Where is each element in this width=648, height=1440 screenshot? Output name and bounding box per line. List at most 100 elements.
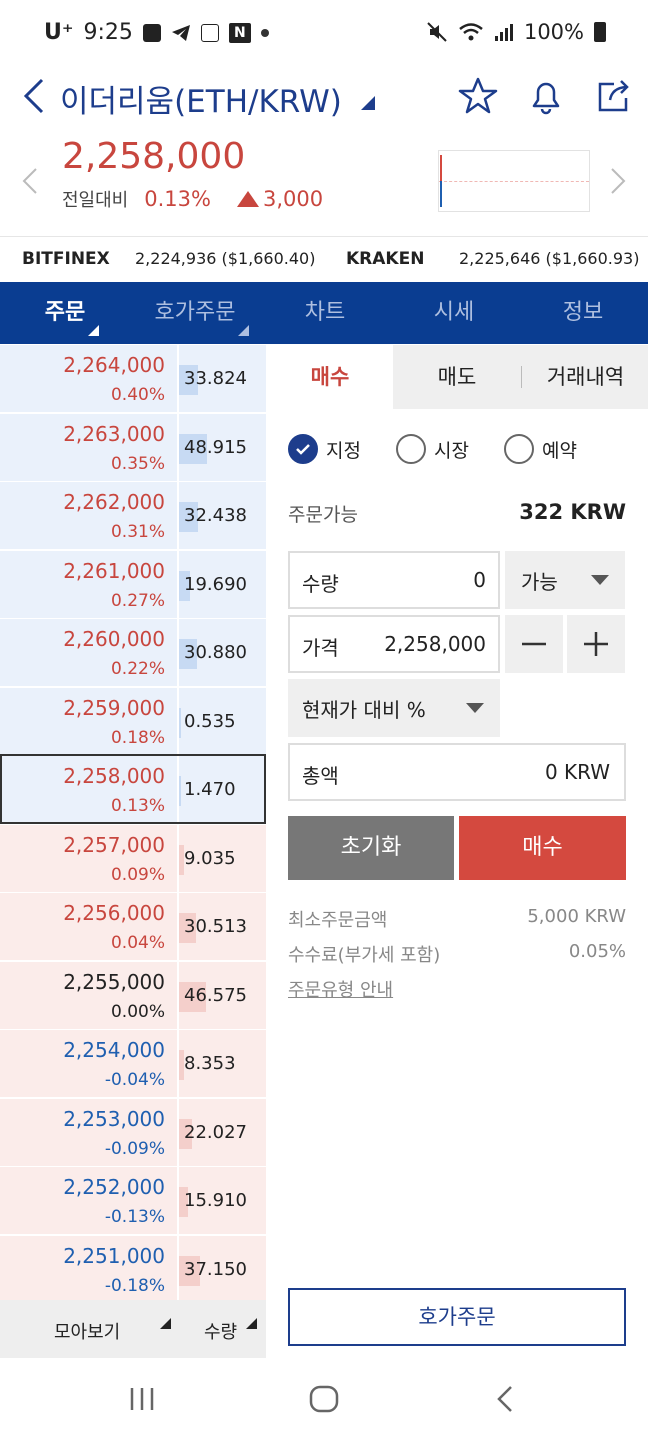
change-amount: 3,000: [262, 187, 324, 211]
qty-cell[interactable]: 15.910: [179, 1167, 266, 1234]
price-minus-button[interactable]: [505, 615, 563, 673]
qty-cell[interactable]: 8.353: [179, 1030, 266, 1097]
bid-row[interactable]: 2,252,000 -0.13% 15.910: [0, 1167, 266, 1235]
next-coin-icon[interactable]: [606, 166, 630, 196]
tab-quotes[interactable]: 시세: [390, 282, 518, 344]
price-cell[interactable]: 2,255,000 0.00%: [0, 962, 177, 1029]
qty-cell[interactable]: 9.035: [179, 825, 266, 892]
radio-market[interactable]: 시장: [396, 434, 469, 464]
bell-icon[interactable]: [526, 76, 566, 116]
quantity-dropdown[interactable]: 가능: [505, 551, 625, 609]
naver-icon: N: [228, 22, 251, 43]
radio-limit[interactable]: 지정: [288, 434, 361, 464]
price-cell[interactable]: 2,253,000 -0.09%: [0, 1099, 177, 1166]
price-cell[interactable]: 2,259,000 0.18%: [0, 688, 177, 755]
qty-cell[interactable]: 22.027: [179, 1099, 266, 1166]
min-order-label: 최소주문금액: [288, 910, 388, 931]
bid-row[interactable]: 2,251,000 -0.18% 37.150: [0, 1236, 266, 1304]
price-plus-button[interactable]: [567, 615, 625, 673]
qty-cell[interactable]: 37.150: [179, 1236, 266, 1303]
row-percent: 0.13%: [110, 796, 165, 816]
ask-row[interactable]: 2,260,000 0.22% 30.880: [0, 619, 266, 687]
home-icon[interactable]: [308, 1384, 340, 1414]
qty-cell[interactable]: 48.915: [179, 414, 266, 481]
qty-cell[interactable]: 30.880: [179, 619, 266, 686]
share-icon[interactable]: [594, 76, 634, 116]
price-cell[interactable]: 2,256,000 0.04%: [0, 893, 177, 960]
row-quantity: 22.027: [184, 1122, 247, 1143]
tab-hoga-order[interactable]: 호가주문: [130, 282, 260, 344]
tab-buy[interactable]: 매수: [267, 345, 393, 409]
price-cell[interactable]: 2,260,000 0.22%: [0, 619, 177, 686]
view-mode-button[interactable]: 모아보기: [54, 1322, 121, 1343]
price-cell[interactable]: 2,258,000 0.13%: [0, 756, 177, 823]
quantity-value: 0: [473, 568, 486, 592]
title-dropdown-icon[interactable]: [361, 96, 375, 110]
row-quantity: 46.575: [184, 985, 247, 1006]
radio-reserve[interactable]: 예약: [504, 434, 577, 464]
telegram-icon: [171, 24, 190, 41]
prev-coin-icon[interactable]: [18, 166, 42, 196]
price-cell[interactable]: 2,252,000 -0.13%: [0, 1167, 177, 1234]
order-type-guide-link[interactable]: 주문유형 안내: [288, 980, 394, 1001]
price-cell[interactable]: 2,263,000 0.35%: [0, 414, 177, 481]
row-percent: -0.18%: [104, 1276, 165, 1296]
price-cell[interactable]: 2,254,000 -0.04%: [0, 1030, 177, 1097]
bid-row[interactable]: 2,256,000 0.04% 30.513: [0, 893, 266, 961]
qty-cell[interactable]: 0.535: [179, 688, 266, 755]
bid-row[interactable]: 2,253,000 -0.09% 22.027: [0, 1099, 266, 1167]
back-icon[interactable]: [494, 1384, 516, 1414]
qty-cell[interactable]: 19.690: [179, 551, 266, 618]
qty-cell[interactable]: 46.575: [179, 962, 266, 1029]
price-input[interactable]: 가격 2,258,000: [288, 615, 500, 673]
ask-row[interactable]: 2,261,000 0.27% 19.690: [0, 551, 266, 619]
total-field[interactable]: 총액 0 KRW: [288, 743, 626, 801]
qty-cell[interactable]: 33.824: [179, 345, 266, 412]
signal-icon: [494, 24, 513, 41]
tab-info[interactable]: 정보: [518, 282, 648, 344]
percent-dropdown[interactable]: 현재가 대비 %: [288, 679, 500, 737]
exchange-name: KRAKEN: [346, 249, 425, 269]
minus-icon: [522, 642, 546, 646]
bid-row[interactable]: 2,255,000 0.00% 46.575: [0, 962, 266, 1030]
tab-sell[interactable]: 매도: [437, 365, 477, 389]
reset-button[interactable]: 초기화: [288, 816, 454, 880]
bid-row[interactable]: 2,254,000 -0.04% 8.353: [0, 1030, 266, 1098]
tab-history[interactable]: 거래내역: [546, 365, 625, 389]
price-cell[interactable]: 2,262,000 0.31%: [0, 482, 177, 549]
radio-reserve-label: 예약: [542, 439, 577, 462]
ask-row[interactable]: 2,263,000 0.35% 48.915: [0, 414, 266, 482]
row-percent: 0.27%: [110, 591, 165, 611]
row-price: 2,253,000: [63, 1107, 165, 1131]
row-quantity: 0.535: [184, 711, 236, 732]
price-cell[interactable]: 2,257,000 0.09%: [0, 825, 177, 892]
exchange-value: 2,224,936 ($1,660.40): [135, 249, 316, 268]
qty-cell[interactable]: 1.470: [179, 756, 266, 823]
star-icon[interactable]: [458, 76, 498, 116]
qty-cell[interactable]: 30.513: [179, 893, 266, 960]
bid-row[interactable]: 2,257,000 0.09% 9.035: [0, 825, 266, 893]
qty-cell[interactable]: 32.438: [179, 482, 266, 549]
tab-chart[interactable]: 차트: [260, 282, 390, 344]
ask-row[interactable]: 2,264,000 0.40% 33.824: [0, 345, 266, 413]
mini-chart[interactable]: [438, 150, 590, 212]
ask-row[interactable]: 2,262,000 0.31% 32.438: [0, 482, 266, 550]
exchange-value: 2,225,646 ($1,660.93): [459, 249, 640, 268]
tab-order[interactable]: 주문: [0, 282, 130, 344]
row-price: 2,251,000: [63, 1244, 165, 1268]
ask-row[interactable]: 2,258,000 0.13% 1.470: [0, 756, 266, 824]
price-cell[interactable]: 2,264,000 0.40%: [0, 345, 177, 412]
main-tabs: 주문 호가주문 차트 시세 정보: [0, 282, 648, 344]
hoga-order-button[interactable]: 호가주문: [288, 1288, 626, 1346]
price-cell[interactable]: 2,251,000 -0.18%: [0, 1236, 177, 1303]
price-cell[interactable]: 2,261,000 0.27%: [0, 551, 177, 618]
quantity-input[interactable]: 수량 0: [288, 551, 500, 609]
row-quantity: 1.470: [184, 779, 236, 800]
qty-mode-button[interactable]: 수량: [204, 1322, 238, 1343]
buy-button[interactable]: 매수: [459, 816, 626, 880]
back-arrow-icon[interactable]: [20, 76, 50, 116]
recent-apps-icon[interactable]: [128, 1386, 158, 1412]
row-price: 2,255,000: [63, 970, 165, 994]
ask-row[interactable]: 2,259,000 0.18% 0.535: [0, 688, 266, 756]
page-title[interactable]: 이더리움(ETH/KRW): [60, 84, 342, 120]
